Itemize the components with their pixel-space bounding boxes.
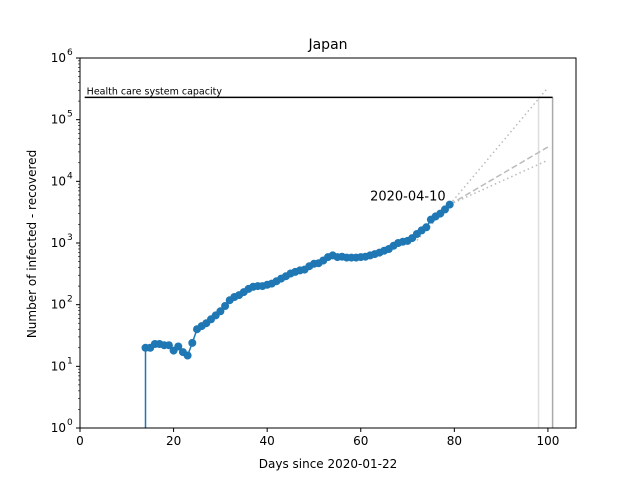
data-point xyxy=(183,351,192,360)
y-tick-label: 10 xyxy=(51,174,66,188)
x-tick-label: 20 xyxy=(166,434,181,448)
y-tick-exponent: 4 xyxy=(67,171,73,181)
date-annotation: 2020-04-10 xyxy=(370,190,446,205)
y-tick-exponent: 5 xyxy=(67,110,73,120)
data-point xyxy=(188,338,197,347)
y-tick-exponent: 6 xyxy=(67,48,73,58)
x-tick-label: 60 xyxy=(353,434,368,448)
y-tick-label: 10 xyxy=(51,236,66,250)
y-tick-exponent: 3 xyxy=(67,233,73,243)
x-tick-label: 100 xyxy=(536,434,559,448)
x-tick-label: 0 xyxy=(76,434,84,448)
plot-area: Health care system capacity 2020-04-10 xyxy=(84,86,554,428)
x-tick-label: 40 xyxy=(260,434,275,448)
data-point xyxy=(164,341,173,350)
y-tick-exponent: 2 xyxy=(67,295,73,305)
data-point xyxy=(221,302,230,310)
capacity-label: Health care system capacity xyxy=(87,86,223,97)
projection-line-0 xyxy=(449,146,549,206)
x-axis: 0 20 40 60 80 100 xyxy=(76,428,559,448)
y-tick-label: 10 xyxy=(51,421,66,435)
y-axis-label: Number of infected - recovered xyxy=(25,150,39,338)
x-tick-label: 80 xyxy=(447,434,462,448)
projection-line-1 xyxy=(449,87,549,206)
x-axis-label: Days since 2020-01-22 xyxy=(259,457,398,471)
chart-title: Japan xyxy=(307,37,347,53)
y-tick-label: 10 xyxy=(51,359,66,373)
y-tick-exponent: 0 xyxy=(67,418,73,428)
y-tick-label: 10 xyxy=(51,113,66,127)
y-tick-exponent: 1 xyxy=(67,356,73,366)
y-tick-label: 10 xyxy=(51,51,66,65)
y-tick-label: 10 xyxy=(51,298,66,312)
data-point xyxy=(445,200,454,209)
data-point xyxy=(216,307,225,316)
data-point xyxy=(174,342,183,351)
data-point xyxy=(422,223,431,232)
